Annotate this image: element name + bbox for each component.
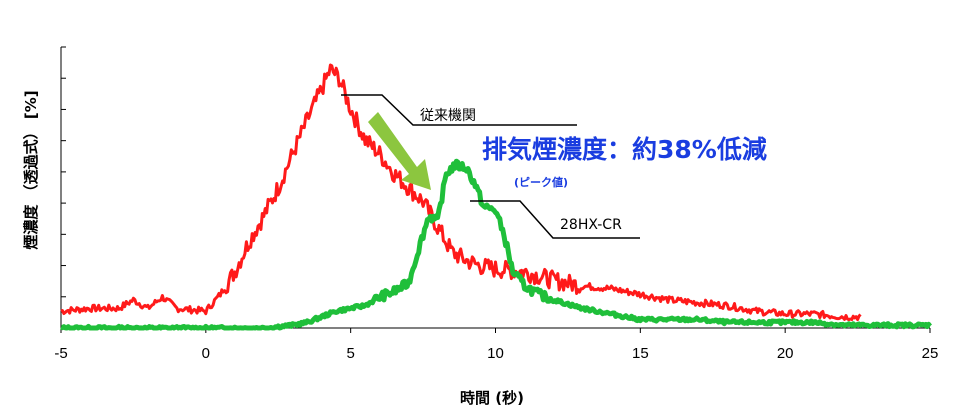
x-tick-label: 5: [346, 345, 354, 362]
x-tick-label: -5: [54, 345, 67, 362]
x-tick-label: 15: [632, 345, 649, 362]
leader-line-old-engine: [341, 94, 577, 126]
legend-label-old-engine: 従来機関: [420, 108, 476, 124]
series-lines: [59, 63, 932, 331]
y-axis: [60, 46, 66, 329]
y-axis-title: 煙濃度 （透過式） [%]: [22, 90, 40, 249]
series-leader-lines: [341, 94, 640, 239]
x-tick-label: 0: [202, 345, 210, 362]
reduction-headline: 排気煙濃度：約38%低減: [482, 135, 767, 164]
x-axis-title: 時間 (秒): [460, 389, 524, 407]
x-axis: -5 0 5 10 15 20 25: [54, 327, 939, 362]
series-line-old-engine: [60, 63, 862, 322]
x-tick-label: 20: [777, 345, 794, 362]
reduction-arrow: [368, 112, 431, 190]
reduction-subnote: (ピーク値): [514, 175, 568, 189]
legend-label-28hx-cr: 28HX-CR: [560, 217, 622, 233]
x-tick-label: 10: [487, 345, 504, 362]
x-tick-label: 25: [922, 345, 939, 362]
series-line-28hx-cr: [59, 158, 932, 331]
leader-line-28hx-cr: [470, 200, 640, 239]
